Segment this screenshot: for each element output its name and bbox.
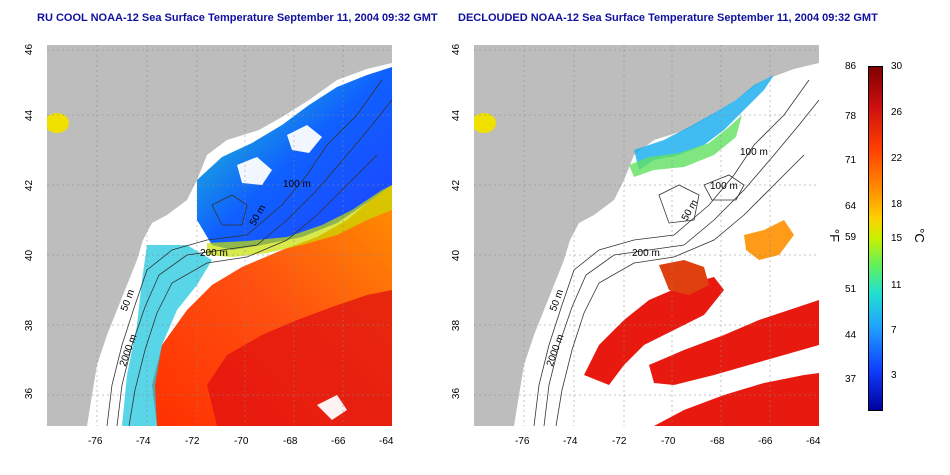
left-map-canvas	[47, 45, 392, 426]
lon-tick: -70	[661, 436, 676, 447]
lat-tick: 42	[451, 179, 463, 192]
contour-label: 100 m	[710, 181, 738, 192]
lat-tick: 36	[451, 387, 463, 400]
lon-tick: -66	[758, 436, 773, 447]
bathymetry-contours	[106, 79, 392, 426]
celsius-unit-label: °C	[911, 228, 927, 243]
right-map-canvas	[474, 45, 819, 426]
warm-patch	[474, 113, 496, 133]
lat-tick: 42	[24, 179, 36, 192]
fahrenheit-unit-label: °F	[827, 228, 843, 243]
contour-label: 100 m	[283, 179, 311, 190]
lat-tick: 36	[24, 387, 36, 400]
land-mass	[474, 45, 819, 426]
lat-tick: 46	[24, 43, 36, 56]
lon-tick: -70	[234, 436, 249, 447]
contour-label: 200 m	[200, 248, 228, 259]
celsius-tick: 7	[891, 325, 897, 336]
lat-tick: 38	[24, 319, 36, 332]
contour-label: 200 m	[632, 248, 660, 259]
lon-tick: -68	[710, 436, 725, 447]
celsius-tick: 26	[891, 107, 903, 118]
lon-tick: -64	[806, 436, 821, 447]
celsius-tick: 30	[891, 61, 903, 72]
left-map-title: RU COOL NOAA-12 Sea Surface Temperature …	[37, 12, 438, 24]
lat-tick: 44	[451, 109, 463, 122]
fahrenheit-tick: 64	[845, 201, 857, 212]
fahrenheit-tick: 44	[845, 330, 857, 341]
celsius-tick: 3	[891, 370, 897, 381]
lon-tick: -72	[185, 436, 200, 447]
contour-label: 100 m	[740, 147, 768, 158]
warm-core	[207, 290, 392, 426]
celsius-tick: 18	[891, 199, 903, 210]
lat-tick: 46	[451, 43, 463, 56]
lon-tick: -66	[331, 436, 346, 447]
temperature-colorbar	[868, 66, 883, 411]
left-sst-map: 100 m 50 m 200 m 50 m 2000 m	[47, 45, 392, 426]
fahrenheit-tick: 37	[845, 374, 857, 385]
cool-green-band	[629, 115, 742, 177]
right-sst-map: 100 m 100 m 50 m 200 m 50 m 2000 m	[474, 45, 819, 426]
cloud-patch	[287, 125, 322, 153]
land-mass	[47, 45, 392, 426]
lat-tick: 40	[451, 249, 463, 262]
fahrenheit-tick: 51	[845, 284, 857, 295]
lat-tick: 38	[451, 319, 463, 332]
lat-tick: 40	[24, 249, 36, 262]
warm-patch	[47, 113, 69, 133]
warm-water-region	[584, 277, 724, 385]
fahrenheit-tick: 71	[845, 155, 857, 166]
warm-water-region	[654, 373, 819, 426]
cloud-patch	[317, 395, 347, 420]
lat-tick: 44	[24, 109, 36, 122]
lon-tick: -74	[136, 436, 151, 447]
cool-water-region	[634, 75, 774, 170]
celsius-tick: 11	[891, 280, 902, 291]
celsius-tick: 22	[891, 153, 903, 164]
lon-tick: -68	[283, 436, 298, 447]
bathymetry-contours	[533, 79, 819, 426]
lon-tick: -76	[88, 436, 103, 447]
fahrenheit-tick: 86	[845, 61, 857, 72]
celsius-tick: 15	[891, 233, 903, 244]
lon-tick: -76	[515, 436, 530, 447]
lon-tick: -74	[563, 436, 578, 447]
cloud-patch	[237, 157, 272, 185]
lon-tick: -72	[612, 436, 627, 447]
warm-patch	[744, 220, 794, 260]
fahrenheit-tick: 59	[845, 232, 857, 243]
warm-patch	[659, 260, 709, 295]
fahrenheit-tick: 78	[845, 111, 857, 122]
warm-water-region	[649, 300, 819, 385]
slope-water	[122, 245, 212, 426]
right-map-title: DECLOUDED NOAA-12 Sea Surface Temperatur…	[458, 12, 878, 24]
lon-tick: -64	[379, 436, 394, 447]
